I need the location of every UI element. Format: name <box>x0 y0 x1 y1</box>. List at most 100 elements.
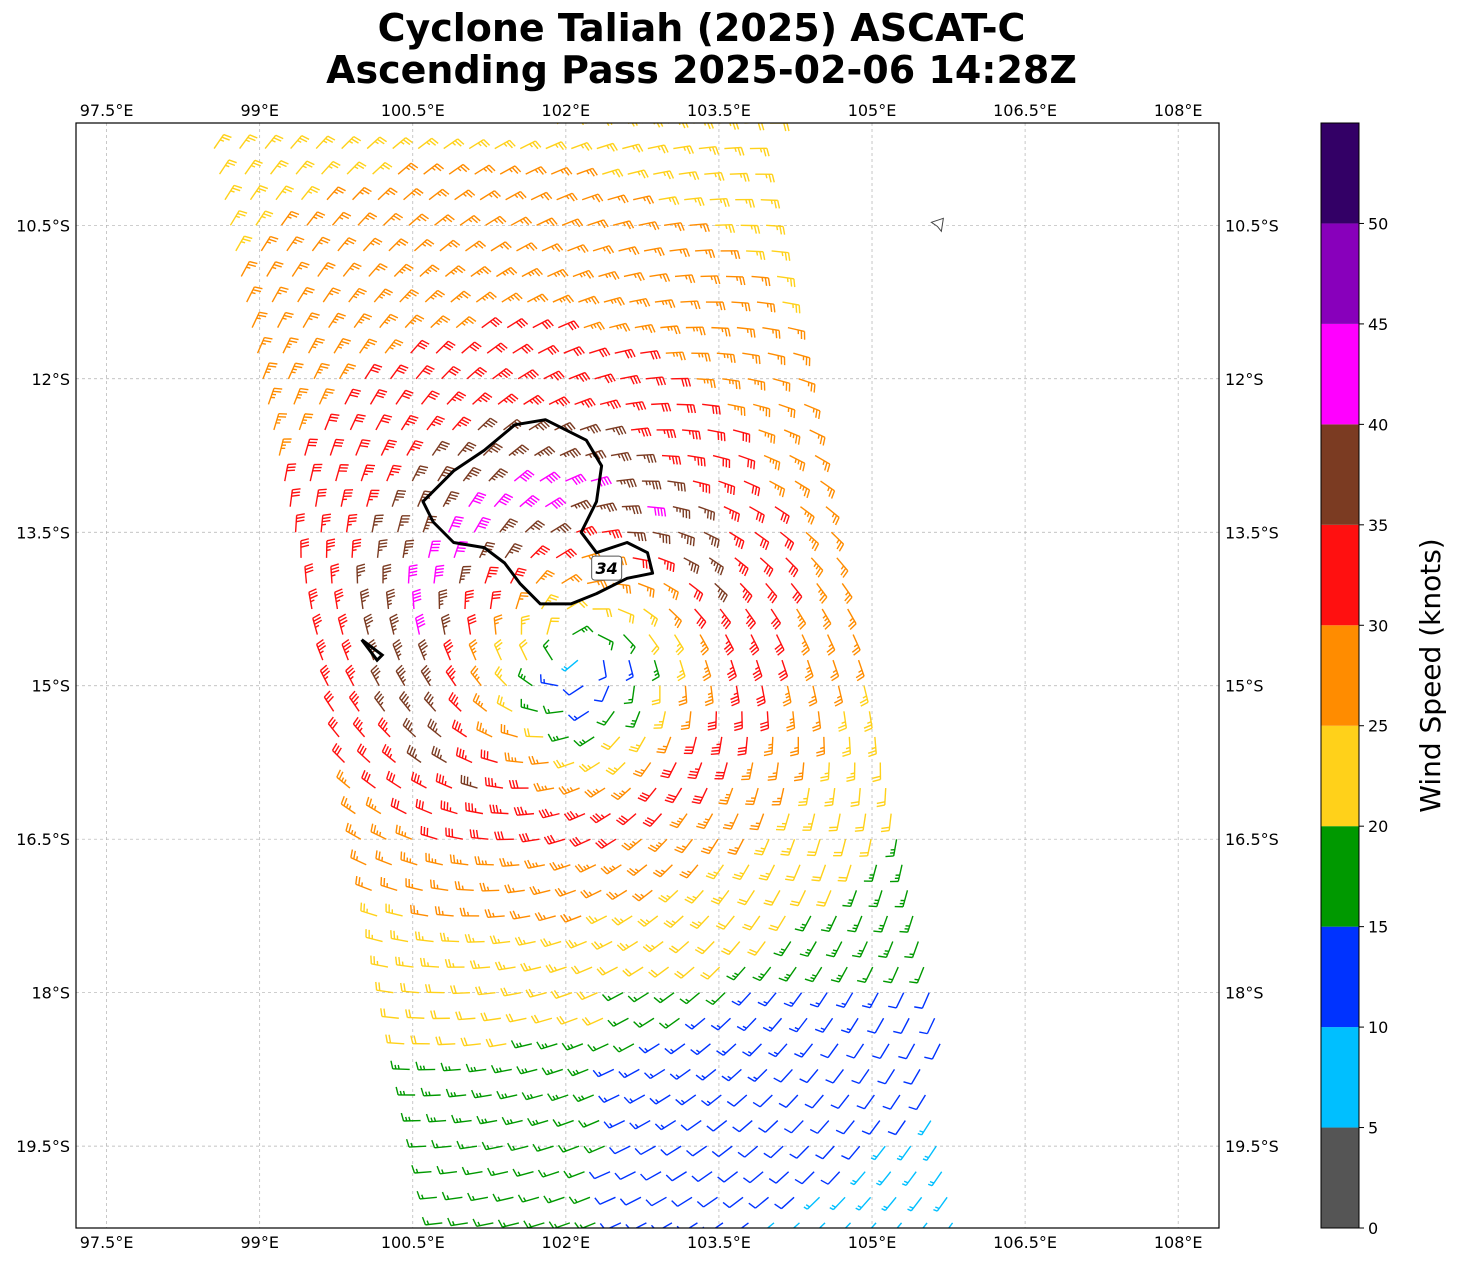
wind-barb <box>572 269 595 279</box>
wind-barb <box>785 557 799 578</box>
wind-barb <box>835 992 854 1008</box>
wind-barb <box>711 1145 733 1158</box>
wind-barb <box>239 134 258 149</box>
wind-barb <box>468 491 487 508</box>
wind-barb <box>737 736 748 756</box>
wind-barb <box>390 364 409 380</box>
contour-label: 34 <box>596 559 618 578</box>
colorbar: 0 5 10 15 20 25 30 35 40 45 50 Wind Speed (knots) <box>1320 122 1447 1238</box>
wind-barb <box>867 1017 885 1034</box>
wind-barb <box>753 403 771 418</box>
wind-barb <box>663 915 684 928</box>
wind-barb <box>403 188 424 201</box>
y-tick-label: 15°S <box>31 677 70 696</box>
wind-barb <box>482 442 503 457</box>
wind-barb <box>592 608 613 618</box>
wind-barb <box>621 505 642 515</box>
wind-barb <box>651 659 660 682</box>
colorbar-segment <box>1321 1127 1359 1228</box>
wind-barb <box>306 211 326 226</box>
wind-barb <box>441 365 461 380</box>
wind-barb <box>371 514 384 533</box>
wind-barb <box>508 779 529 789</box>
wind-barb <box>610 787 632 801</box>
wind-barb <box>651 685 661 706</box>
wind-barb <box>654 299 676 309</box>
wind-barb <box>780 838 796 856</box>
wind-barb <box>610 451 632 462</box>
wind-barb <box>246 286 263 303</box>
wind-barb <box>656 429 677 439</box>
wind-barb <box>345 513 358 533</box>
wind-barb <box>423 163 445 175</box>
wind-barb <box>581 1017 604 1026</box>
wind-barb <box>429 879 449 892</box>
wind-barb <box>589 813 611 824</box>
wind-barb <box>433 564 445 584</box>
wind-barb <box>443 638 454 661</box>
wind-barb <box>472 693 488 712</box>
wind-barb <box>295 160 315 175</box>
wind-barb <box>474 164 496 175</box>
wind-barb <box>694 608 707 629</box>
wind-barb <box>736 1017 757 1032</box>
wind-barb <box>672 505 691 519</box>
wind-barb <box>804 659 814 682</box>
wind-barb <box>524 520 546 533</box>
wind-barb <box>286 236 305 252</box>
wind-barb <box>535 569 555 584</box>
wind-barb <box>298 413 314 431</box>
wind-barb <box>567 710 590 722</box>
wind-barb <box>547 268 569 278</box>
wind-barb <box>350 849 367 866</box>
colorbar-label: Wind Speed (knots) <box>1414 538 1447 812</box>
wind-barb <box>307 337 325 354</box>
wind-barb <box>830 531 845 552</box>
wind-barb <box>489 590 502 610</box>
wind-barb <box>661 454 682 465</box>
wind-barb <box>388 238 409 252</box>
wind-barb <box>507 1142 529 1152</box>
wind-barb <box>407 564 418 584</box>
wind-barb <box>435 1036 456 1046</box>
wind-barb <box>770 608 782 630</box>
wind-barb <box>392 638 403 661</box>
wind-barb <box>315 638 327 661</box>
wind-barb <box>703 531 720 548</box>
wind-barb <box>548 396 571 407</box>
wind-barb <box>336 769 351 789</box>
wind-barb <box>485 1038 507 1048</box>
wind-barb <box>326 186 346 201</box>
y-tick-label: 19.5°S <box>1225 1137 1279 1156</box>
wind-barb <box>793 352 811 367</box>
x-tick-label: 106.5°E <box>993 101 1057 120</box>
wind-barb <box>523 1220 545 1228</box>
wind-barb <box>652 531 671 545</box>
wind-barb <box>554 887 577 897</box>
wind-barb <box>745 787 759 806</box>
wind-barb <box>390 1060 410 1071</box>
wind-barb <box>771 787 785 806</box>
wind-barb <box>442 491 460 508</box>
wind-barb <box>868 890 883 908</box>
wind-barb <box>637 582 655 598</box>
wind-barb <box>688 582 704 602</box>
wind-barb <box>415 613 426 635</box>
wind-barb <box>465 1063 487 1073</box>
wind-barb <box>438 589 448 610</box>
wind-barb <box>726 966 746 981</box>
y-tick-label: 13.5°S <box>1225 523 1279 542</box>
wind-barb <box>867 736 877 758</box>
chart-title-line2: Ascending Pass 2025-02-06 14:28Z <box>326 48 1077 92</box>
wind-barb <box>541 1067 564 1076</box>
wind-barb <box>676 659 686 682</box>
wind-barb <box>460 774 478 789</box>
wind-barb <box>567 1068 589 1077</box>
wind-barb <box>466 366 488 380</box>
wind-barb <box>542 705 564 715</box>
wind-barb <box>469 829 489 840</box>
wind-barb <box>653 170 675 180</box>
wind-barb <box>569 836 591 847</box>
wind-barb <box>609 322 631 332</box>
wind-barb <box>373 288 393 303</box>
